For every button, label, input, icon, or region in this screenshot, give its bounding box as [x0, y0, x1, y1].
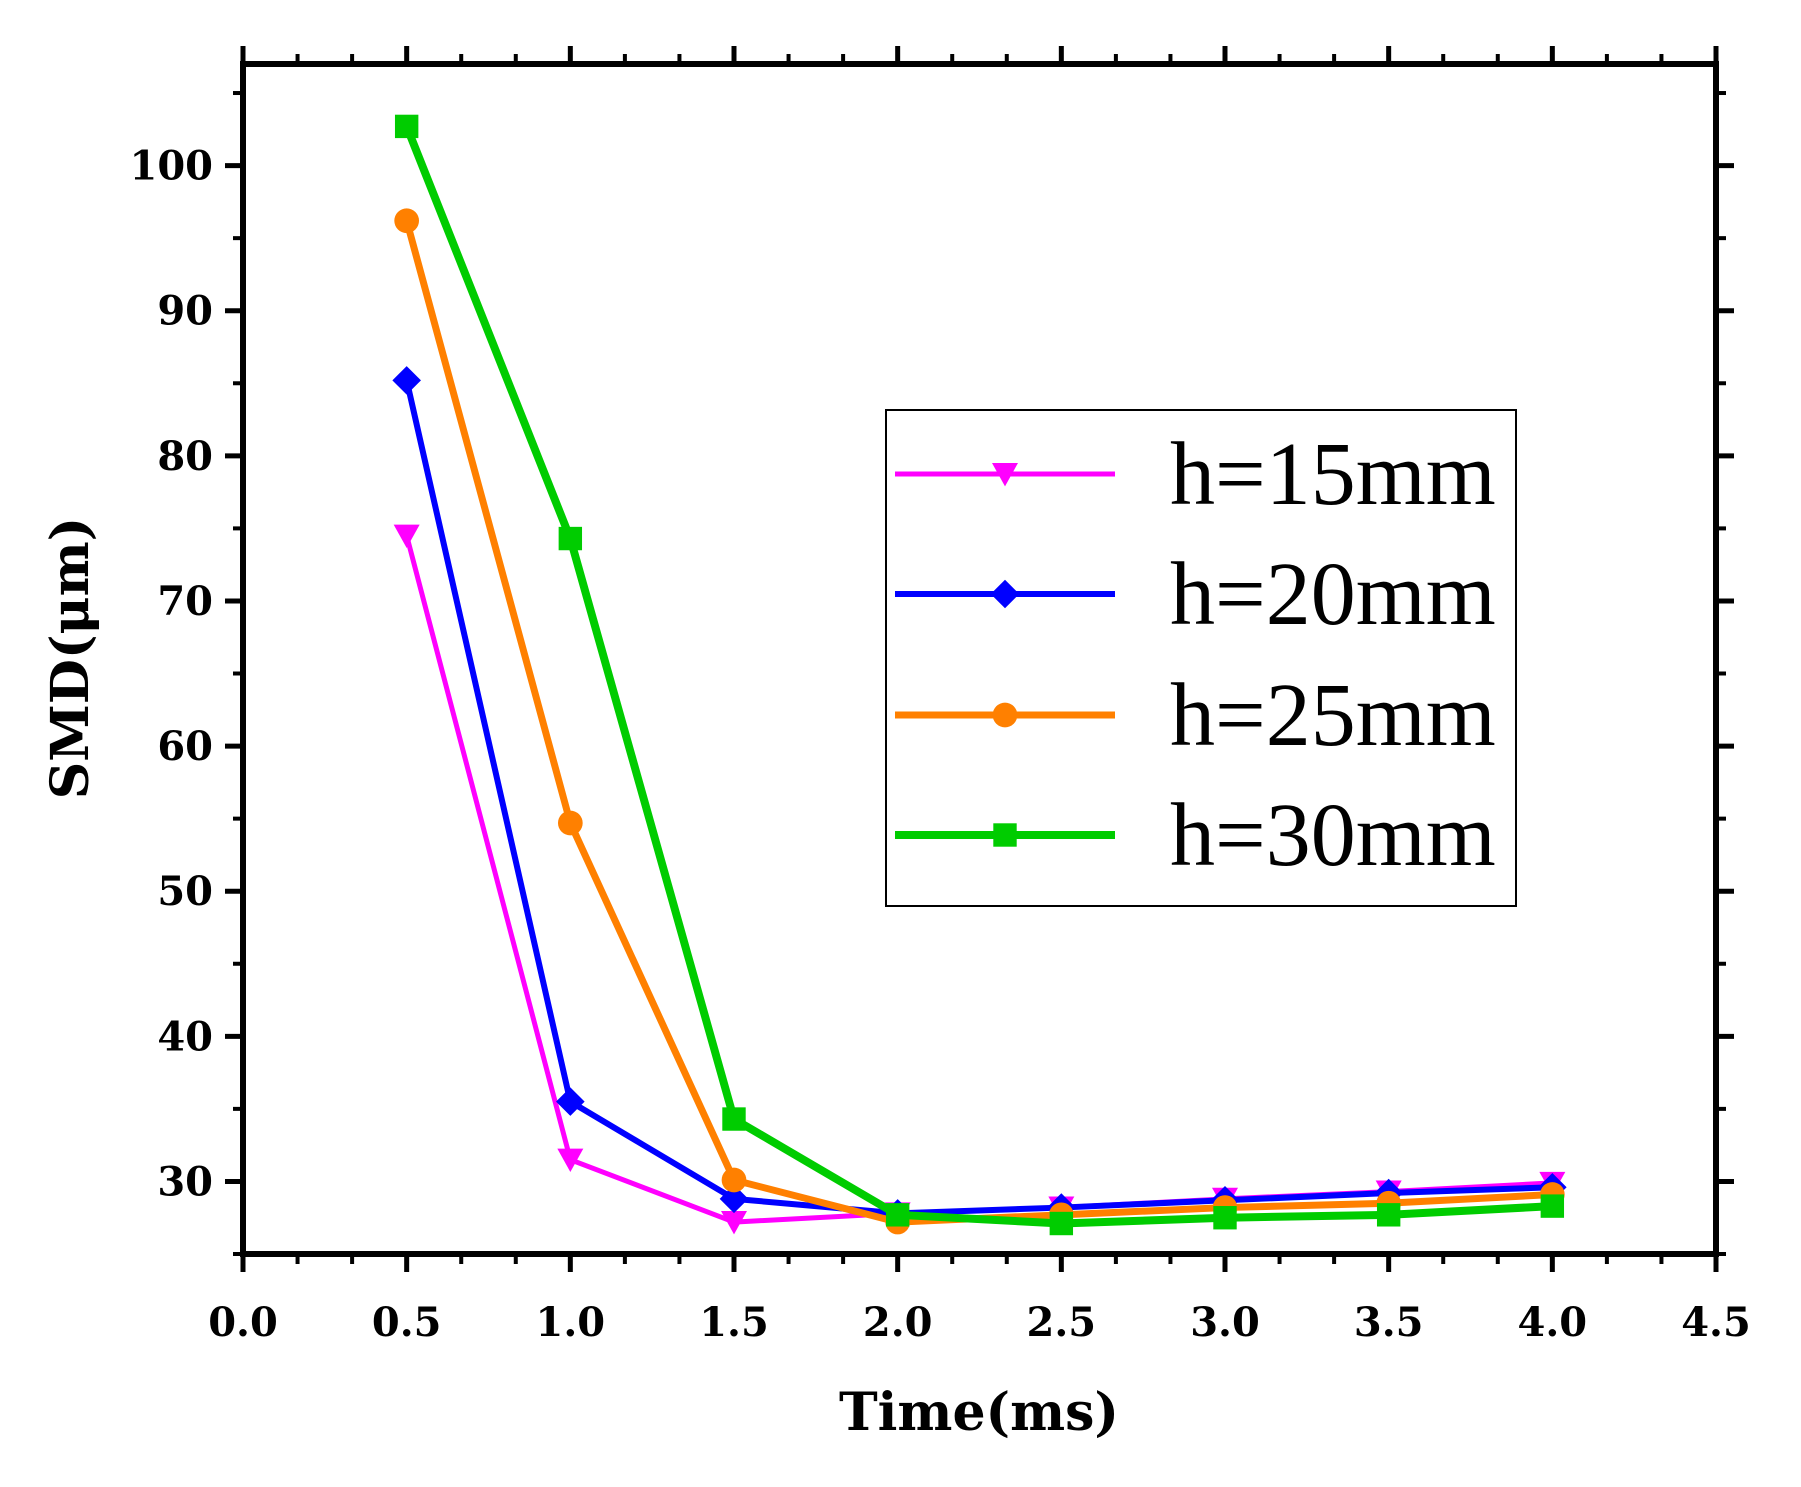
- x-tick-label: 0.0: [208, 1299, 278, 1346]
- legend-label: h=25mm: [1170, 666, 1496, 765]
- series-h=30mm: [394, 114, 1565, 1236]
- legend-marker: [990, 579, 1020, 609]
- x-axis-label: Time(ms): [839, 1382, 1119, 1443]
- y-tick-label: 30: [157, 1158, 213, 1205]
- legend-box: [885, 409, 1517, 907]
- series-line: [403, 379, 1553, 1217]
- y-tick-label: 90: [157, 288, 213, 335]
- legend-marker: [992, 702, 1018, 728]
- legend-label: h=20mm: [1170, 545, 1496, 644]
- legend-marker: [992, 462, 1018, 487]
- plot-frame: [240, 61, 1719, 1257]
- data-point: [885, 1203, 910, 1227]
- data-point: [393, 524, 420, 548]
- x-tick-label: 3.0: [1190, 1299, 1260, 1346]
- legend-entry: h=15mm: [895, 425, 1496, 524]
- x-tick-label: 2.5: [1027, 1299, 1097, 1346]
- y-axis-label: SMD(μm): [40, 517, 101, 800]
- y-tick-labels: 30 40 50 60 70 80 90 100: [130, 143, 214, 1206]
- data-point: [721, 1211, 747, 1235]
- data-point: [556, 1087, 585, 1116]
- x-tick-labels: 0.0 0.5 1.0 1.5 2.0 2.5 3.0 3.5 4.0 4.5: [208, 1299, 1751, 1346]
- data-point: [722, 1107, 746, 1131]
- data-point: [1213, 1206, 1237, 1230]
- legend-entries: h=15mm h=20mm h=25mm h=30mm: [895, 425, 1496, 885]
- legend-label: h=30mm: [1170, 786, 1496, 885]
- data-point: [394, 114, 419, 139]
- data-point: [719, 1184, 749, 1214]
- data-point: [558, 526, 583, 551]
- data-point: [392, 366, 421, 395]
- x-tick-label: 1.5: [699, 1299, 769, 1346]
- x-tick-label: 0.5: [372, 1299, 442, 1346]
- data-point: [1540, 1194, 1565, 1218]
- x-tick-label: 2.0: [863, 1299, 933, 1346]
- legend: h=15mm h=20mm h=25mm h=30mm: [885, 409, 1517, 907]
- series-layer: [392, 114, 1567, 1236]
- legend-entry: h=20mm: [895, 545, 1496, 644]
- y-tick-label: 100: [130, 143, 214, 190]
- y-tick-label: 50: [157, 868, 213, 915]
- x-tick-label: 4.5: [1681, 1299, 1751, 1346]
- data-point: [557, 1148, 584, 1173]
- legend-marker: [993, 823, 1017, 847]
- data-point: [394, 208, 420, 234]
- data-point: [1049, 1211, 1074, 1236]
- y-tick-label: 70: [157, 578, 213, 625]
- legend-label: h=15mm: [1170, 425, 1496, 524]
- data-point: [721, 1167, 747, 1193]
- y-tick-label: 60: [157, 723, 213, 770]
- legend-entry: h=25mm: [895, 666, 1496, 765]
- legend-entry: h=30mm: [895, 786, 1496, 885]
- data-point: [557, 810, 583, 836]
- data-point: [1376, 1203, 1401, 1227]
- x-tick-label: 4.0: [1518, 1299, 1588, 1346]
- x-tick-label: 1.0: [536, 1299, 606, 1346]
- x-tick-label: 3.5: [1354, 1299, 1424, 1346]
- y-tick-label: 80: [157, 433, 213, 480]
- y-tick-label: 40: [157, 1013, 213, 1060]
- series-line: [402, 124, 1553, 1228]
